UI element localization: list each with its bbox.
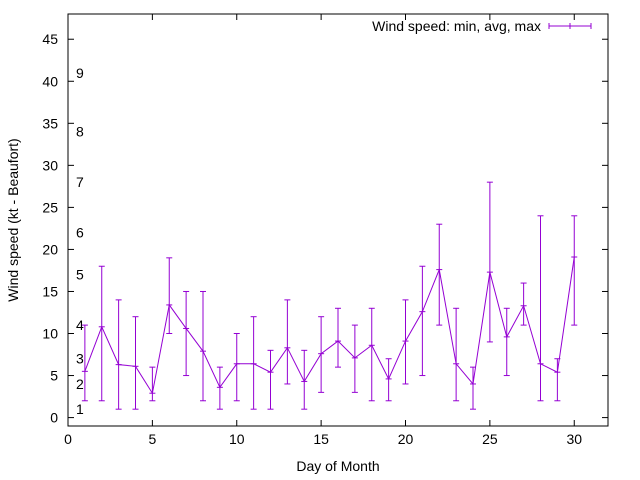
y-tick-label: 10 (42, 326, 58, 342)
y-tick-label: 30 (42, 157, 58, 173)
beaufort-label: 5 (76, 267, 84, 283)
plot-frame (67, 13, 609, 427)
avg-line (84, 256, 575, 395)
y-tick-label: 5 (50, 368, 58, 384)
beaufort-label: 7 (76, 174, 84, 190)
x-tick-label: 10 (229, 431, 245, 447)
y-tick-label: 25 (42, 199, 58, 215)
beaufort-label: 3 (76, 351, 84, 367)
beaufort-label: 8 (76, 124, 84, 140)
x-tick-label: 25 (482, 431, 498, 447)
y-tick-label: 0 (50, 410, 58, 426)
x-tick-label: 0 (64, 431, 72, 447)
legend: Wind speed: min, avg, max (372, 18, 592, 34)
y-tick-label: 35 (42, 115, 58, 131)
legend-label: Wind speed: min, avg, max (372, 18, 541, 34)
y-tick-label: 40 (42, 73, 58, 89)
x-tick-label: 15 (313, 431, 329, 447)
beaufort-label: 6 (76, 225, 84, 241)
x-tick-label: 5 (148, 431, 156, 447)
beaufort-label: 9 (76, 65, 84, 81)
y-tick-label: 20 (42, 241, 58, 257)
x-tick-label: 20 (398, 431, 414, 447)
beaufort-label: 4 (76, 317, 84, 333)
y-tick-label: 45 (42, 31, 58, 47)
y-axis-title: Wind speed (kt - Beaufort) (5, 138, 21, 301)
beaufort-label: 1 (76, 401, 84, 417)
y-tick-label: 15 (42, 283, 58, 299)
x-tick-label: 30 (566, 431, 582, 447)
x-axis-title: Day of Month (296, 458, 379, 474)
beaufort-label: 2 (76, 376, 84, 392)
